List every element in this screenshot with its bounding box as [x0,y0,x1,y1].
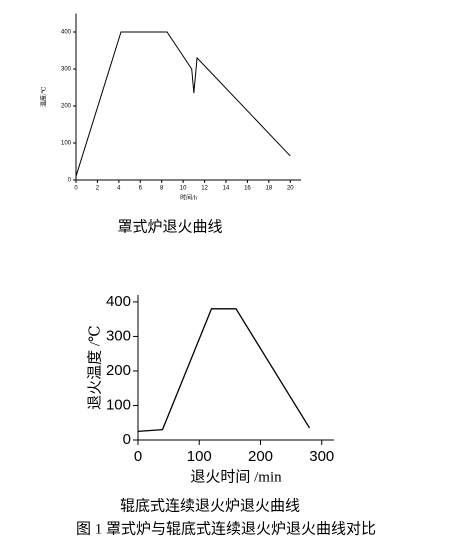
x-tick-label: 0 [74,185,78,191]
x-tick-label: 8 [160,185,164,191]
x-axis-label: 退火时间 /min [190,468,282,485]
y-tick-label: 100 [61,141,72,147]
y-tick-label: 0 [68,178,72,184]
x-tick-label: 100 [187,448,212,465]
x-tick-label: 10 [180,185,187,191]
y-tick-label: 0 [123,431,131,448]
y-tick-label: 100 [106,396,131,413]
chart-caption: 辊底式连续退火炉退火曲线 [120,497,300,514]
x-tick-label: 300 [309,448,334,465]
figure-caption: 图 1 罩式炉与辊底式连续退火炉退火曲线对比 [76,520,376,537]
data-line [75,31,291,177]
x-tick-label: 16 [244,185,251,191]
x-tick-label: 18 [266,185,273,191]
chart-caption: 罩式炉退火曲线 [117,218,222,235]
y-tick-label: 200 [61,104,72,110]
x-tick-label: 6 [139,185,143,191]
x-axis-label: 时间/h [180,193,197,201]
y-tick-label: 300 [106,327,131,344]
data-line [137,308,311,433]
x-tick-label: 4 [117,185,121,191]
x-tick-label: 200 [248,448,273,465]
y-tick-label: 400 [106,293,131,310]
y-axis-label: 温度/℃ [39,86,47,107]
x-tick-label: 12 [201,185,208,191]
y-tick-label: 300 [61,67,72,73]
x-tick-label: 0 [134,448,142,465]
y-axis-label: 退火温度 /℃ [86,325,103,410]
x-tick-label: 2 [96,185,100,191]
x-tick-label: 20 [287,185,294,191]
x-tick-label: 14 [223,185,230,191]
y-tick-label: 400 [61,30,72,36]
y-tick-label: 200 [106,362,131,379]
